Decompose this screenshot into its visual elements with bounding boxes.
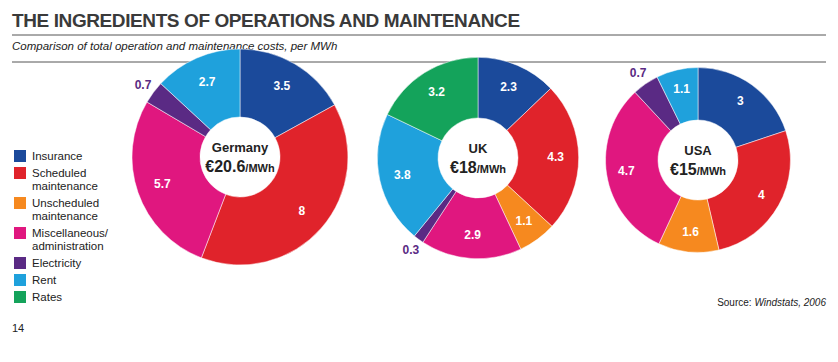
data-label: 0.7 <box>135 78 152 92</box>
title: THE INGREDIENTS OF OPERATIONS AND MAINTE… <box>12 10 520 31</box>
slices <box>606 68 791 253</box>
data-label: 2.9 <box>464 228 481 242</box>
data-labels: 3 4 1.6 4.7 0.7 1.1 <box>618 66 765 239</box>
data-label: 0.7 <box>630 66 647 80</box>
donut: 3.5 8 5.7 0.7 2.7 Germany €20.6/MWh <box>132 49 348 265</box>
legend-swatch <box>14 257 26 269</box>
data-labels: 2.3 4.3 1.1 2.9 0.3 3.8 3.2 <box>394 80 564 257</box>
series-total: €15/MWh <box>670 161 726 178</box>
data-label: 4.3 <box>547 150 564 164</box>
legend-label: Miscellaneous/administration <box>32 227 109 252</box>
chart: THE INGREDIENTS OF OPERATIONS AND MAINTE… <box>0 0 838 362</box>
data-label: 3.2 <box>428 85 445 99</box>
legend-label: Rent <box>32 274 57 286</box>
series-name: UK <box>469 141 488 156</box>
legend-swatch <box>14 150 26 162</box>
donut: 3 4 1.6 4.7 0.7 1.1 USA €15/MWh <box>606 66 791 252</box>
donut: 2.3 4.3 1.1 2.9 0.3 3.8 3.2 UK €18/MWh <box>377 57 578 258</box>
slice <box>707 131 790 250</box>
legend-label: Unscheduledmaintenance <box>32 197 99 222</box>
slice <box>387 57 478 140</box>
legend-swatch <box>14 167 26 179</box>
data-label: 1.6 <box>682 225 699 239</box>
data-label: 3 <box>737 94 744 108</box>
legend-swatch <box>14 227 26 239</box>
data-label: 8 <box>299 204 306 218</box>
series-total: €20.6/MWh <box>205 158 275 175</box>
data-label: 2.3 <box>500 80 517 94</box>
data-label: 1.1 <box>673 82 690 96</box>
data-label: 2.7 <box>199 75 216 89</box>
series-name: Germany <box>212 140 269 155</box>
slices <box>132 49 348 265</box>
data-labels: 3.5 8 5.7 0.7 2.7 <box>135 75 306 218</box>
slices <box>377 57 578 258</box>
data-label: 4.7 <box>618 164 635 178</box>
subtitle-rule <box>12 62 826 63</box>
legend-label: Rates <box>32 291 62 303</box>
source: Source: Windstats, 2006 <box>717 297 826 308</box>
title-rule <box>12 35 826 36</box>
legend: Insurance Scheduledmaintenance Unscheduled… <box>14 150 109 303</box>
legend-label: Insurance <box>32 150 83 162</box>
legend-swatch <box>14 274 26 286</box>
slice <box>657 68 698 125</box>
legend-label: Scheduledmaintenance <box>32 167 98 192</box>
slice <box>161 49 240 130</box>
data-label: 3.8 <box>394 168 411 182</box>
data-label: 4 <box>758 188 765 202</box>
data-label: 5.7 <box>154 177 171 191</box>
legend-label: Electricity <box>32 257 81 269</box>
data-label: 1.1 <box>515 214 532 228</box>
page-number: 14 <box>12 322 24 334</box>
data-label: 0.3 <box>403 243 420 257</box>
slice <box>201 105 348 265</box>
data-label: 3.5 <box>273 79 290 93</box>
series-name: USA <box>684 143 712 158</box>
series-total: €18/MWh <box>450 159 506 176</box>
legend-swatch <box>14 197 26 209</box>
subtitle: Comparison of total operation and mainte… <box>12 40 337 52</box>
legend-swatch <box>14 291 26 303</box>
